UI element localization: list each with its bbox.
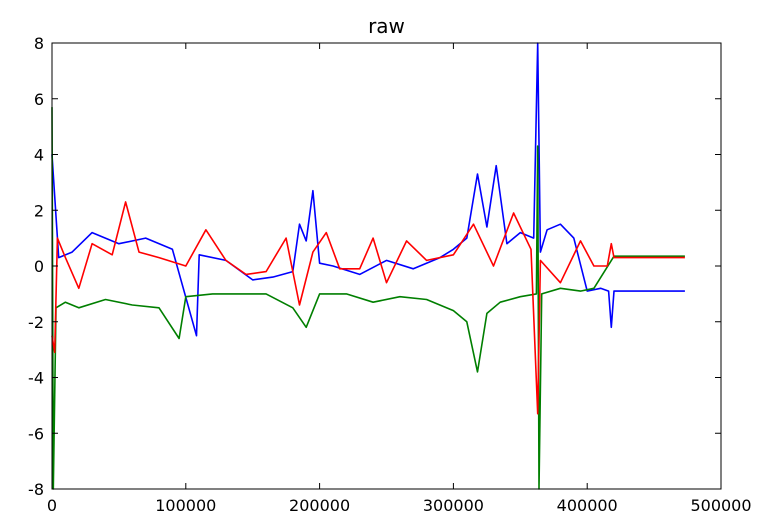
series-line-2 [51, 107, 685, 490]
x-tick-label: 500000 [690, 496, 751, 515]
y-tick-label: 6 [34, 90, 44, 109]
y-tick-label: 8 [34, 34, 44, 53]
y-tick-label: 2 [34, 201, 44, 220]
series-layer [51, 42, 685, 490]
y-tick-label: 4 [34, 146, 44, 165]
x-tick-label: 0 [47, 496, 57, 515]
series-line-3 [51, 201, 685, 415]
x-tick-label: 200000 [289, 496, 350, 515]
y-tick-label: -2 [28, 313, 44, 332]
x-tick-label: 400000 [557, 496, 618, 515]
y-tick-label: -8 [28, 480, 44, 499]
y-tick-label: -4 [28, 369, 44, 388]
x-tick-label: 100000 [155, 496, 216, 515]
axes-layer: 0 100000 200000 300000 400000 500000 -8 -6 -4 -2 0… [28, 34, 751, 515]
plot-frame [51, 42, 722, 490]
chart-title: raw [368, 14, 405, 38]
series-line-1 [51, 42, 685, 337]
y-tick-label: -6 [28, 424, 44, 443]
y-tick-label: 0 [34, 257, 44, 276]
x-tick-label: 300000 [423, 496, 484, 515]
